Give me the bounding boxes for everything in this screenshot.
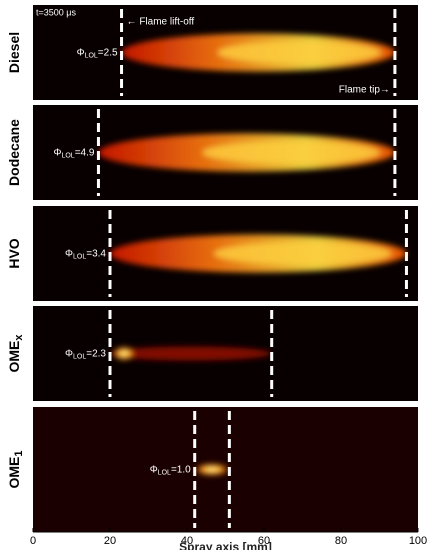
panel-label: OME1 — [6, 450, 25, 488]
liftoff-annotation: ← Flame lift-off — [127, 17, 195, 28]
phi-equals: = — [171, 464, 177, 475]
phi-subscript: LOL — [85, 52, 98, 59]
x-axis-label: Spray axis [mm] — [179, 540, 272, 550]
time-label: t=3500 μs — [36, 7, 76, 17]
phi-equals: = — [98, 47, 104, 58]
phi-value: 4.9 — [81, 147, 95, 158]
phi-label: ΦLOL=3.4 — [65, 248, 106, 260]
panel-name: OME — [6, 341, 22, 373]
phi-subscript: LOL — [73, 253, 86, 260]
phi-value: 2.3 — [92, 348, 106, 359]
x-tick-label: 100 — [409, 535, 427, 547]
panel-name: HVO — [6, 238, 22, 268]
panel-label: Dodecane — [6, 119, 22, 186]
phi-subscript: LOL — [61, 152, 74, 159]
x-tick-label: 0 — [30, 535, 36, 547]
flame-core — [112, 345, 136, 362]
phi-label: ΦLOL=1.0 — [150, 464, 191, 476]
tip-annotation: Flame tip→ — [339, 85, 390, 96]
phi-value: 2.5 — [104, 47, 118, 58]
panel-name: Dodecane — [6, 119, 22, 186]
flame-core — [192, 462, 232, 477]
flame-core — [217, 41, 382, 64]
phi-label: ΦLOL=2.5 — [77, 47, 118, 59]
x-tick-label: 80 — [335, 535, 347, 547]
flame-core — [213, 242, 392, 265]
panel-subscript: x — [13, 334, 25, 341]
x-tick-label: 60 — [258, 535, 270, 547]
phi-symbol: Φ — [65, 248, 73, 259]
phi-label: ΦLOL=2.3 — [65, 348, 106, 360]
phi-symbol: Φ — [150, 464, 158, 475]
flame — [110, 345, 272, 362]
phi-subscript: LOL — [158, 469, 171, 476]
flame-core — [202, 141, 381, 164]
phi-label: ΦLOL=4.9 — [53, 147, 94, 159]
panel-name: OME — [6, 457, 22, 489]
x-tick-label: 40 — [181, 535, 193, 547]
flame — [121, 33, 395, 72]
phi-equals: = — [75, 147, 81, 158]
panel-name: Diesel — [6, 32, 22, 73]
x-tick-label: 20 — [104, 535, 116, 547]
phi-value: 1.0 — [177, 464, 191, 475]
phi-symbol: Φ — [65, 348, 73, 359]
panel-label: Diesel — [6, 32, 22, 73]
flame — [110, 234, 407, 273]
panel-subscript: 1 — [13, 450, 25, 456]
phi-symbol: Φ — [77, 47, 85, 58]
phi-equals: = — [86, 348, 92, 359]
panel-label: HVO — [6, 238, 22, 268]
panel-label: OMEx — [6, 334, 25, 373]
phi-equals: = — [86, 248, 92, 259]
phi-value: 3.4 — [92, 248, 106, 259]
phi-subscript: LOL — [73, 353, 86, 360]
flame — [192, 462, 232, 477]
phi-symbol: Φ — [53, 147, 61, 158]
flame-body — [110, 346, 272, 361]
flame — [98, 133, 395, 172]
